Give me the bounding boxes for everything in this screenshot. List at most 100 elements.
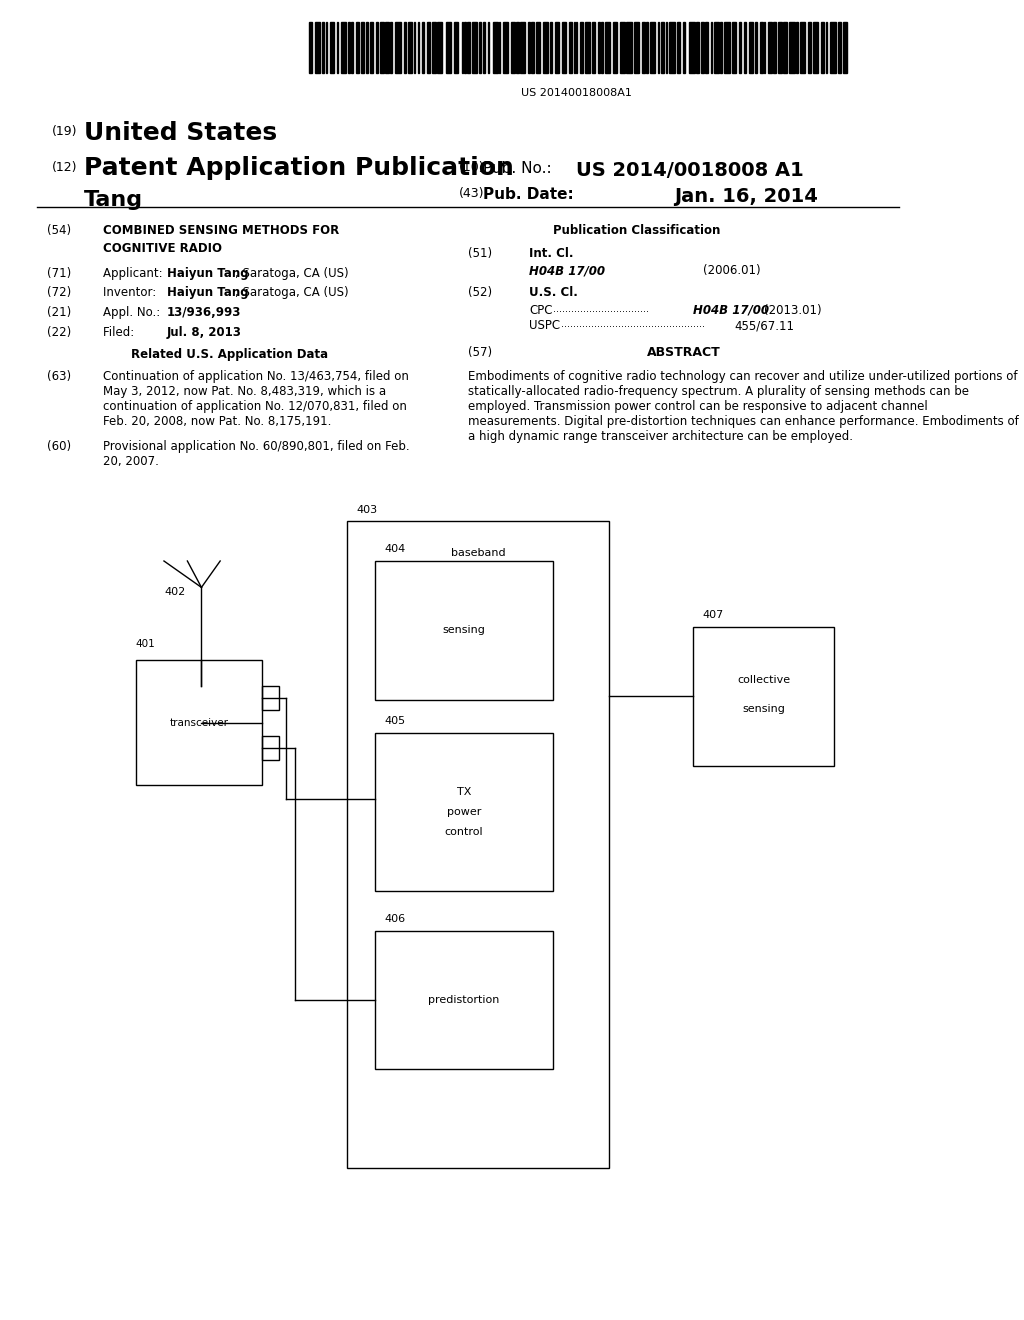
Text: Jan. 16, 2014: Jan. 16, 2014 <box>675 187 818 206</box>
Bar <box>711 22 712 73</box>
Bar <box>604 22 610 73</box>
Bar <box>592 22 595 73</box>
Bar <box>662 22 665 73</box>
Text: Haiyun Tang: Haiyun Tang <box>167 267 249 280</box>
Text: Tang: Tang <box>84 190 143 210</box>
Text: 404: 404 <box>384 544 406 554</box>
Text: 407: 407 <box>702 610 724 620</box>
Bar <box>800 22 805 73</box>
Bar <box>348 22 349 73</box>
Text: Related U.S. Application Data: Related U.S. Application Data <box>131 348 328 362</box>
Bar <box>323 22 325 73</box>
Bar <box>701 22 703 73</box>
Text: (52): (52) <box>468 286 493 300</box>
Bar <box>543 22 548 73</box>
Bar <box>760 22 763 73</box>
Bar <box>705 22 709 73</box>
Text: Provisional application No. 60/890,801, filed on Feb.
20, 2007.: Provisional application No. 60/890,801, … <box>103 440 410 467</box>
Bar <box>830 22 836 73</box>
Text: (51): (51) <box>468 247 493 260</box>
Bar <box>375 561 553 700</box>
Bar <box>601 22 603 73</box>
Text: 401: 401 <box>136 639 156 649</box>
Bar <box>467 22 470 73</box>
Bar <box>666 22 668 73</box>
Text: 455/67.11: 455/67.11 <box>734 319 795 333</box>
Bar <box>504 22 508 73</box>
Bar <box>483 22 485 73</box>
Bar <box>731 22 735 73</box>
Bar <box>351 22 353 73</box>
Text: , Saratoga, CA (US): , Saratoga, CA (US) <box>236 267 349 280</box>
Bar <box>585 22 590 73</box>
Text: Pub. No.:: Pub. No.: <box>482 161 556 176</box>
Bar <box>356 22 358 73</box>
Bar <box>330 22 334 73</box>
Text: Int. Cl.: Int. Cl. <box>529 247 573 260</box>
Text: Appl. No.:: Appl. No.: <box>103 306 168 319</box>
Bar <box>414 22 416 73</box>
Text: (10): (10) <box>459 161 484 174</box>
Bar <box>432 22 435 73</box>
Text: collective: collective <box>737 676 791 685</box>
Bar <box>621 22 625 73</box>
Bar <box>488 22 489 73</box>
Text: USPC: USPC <box>529 319 560 333</box>
Text: TX: TX <box>457 787 471 797</box>
Bar <box>395 22 400 73</box>
Bar <box>738 22 740 73</box>
Text: , Saratoga, CA (US): , Saratoga, CA (US) <box>236 286 349 300</box>
Bar <box>756 22 757 73</box>
Text: Publication Classification: Publication Classification <box>553 224 721 238</box>
Bar <box>341 22 346 73</box>
Text: (22): (22) <box>47 326 71 339</box>
Text: 405: 405 <box>384 715 406 726</box>
Bar <box>561 22 566 73</box>
Bar <box>764 22 765 73</box>
Bar <box>721 22 722 73</box>
Bar <box>408 22 412 73</box>
Bar <box>465 22 466 73</box>
Bar <box>670 22 675 73</box>
Bar <box>839 22 841 73</box>
Text: ABSTRACT: ABSTRACT <box>647 346 721 359</box>
Bar <box>381 22 384 73</box>
Text: (12): (12) <box>51 161 77 174</box>
Bar <box>262 737 280 759</box>
Bar <box>581 22 583 73</box>
Bar <box>574 22 575 73</box>
Text: US 2014/0018008 A1: US 2014/0018008 A1 <box>577 161 804 180</box>
Text: (72): (72) <box>47 286 71 300</box>
Bar <box>462 22 463 73</box>
Text: Pub. Date:: Pub. Date: <box>482 187 573 202</box>
Bar <box>773 22 776 73</box>
Bar <box>315 22 319 73</box>
Bar <box>520 22 525 73</box>
Text: Inventor:: Inventor: <box>103 286 171 300</box>
Text: (54): (54) <box>47 224 71 238</box>
Text: (71): (71) <box>47 267 71 280</box>
Text: (2006.01): (2006.01) <box>702 264 760 277</box>
Text: COGNITIVE RADIO: COGNITIVE RADIO <box>103 242 222 255</box>
Bar <box>642 22 645 73</box>
Bar <box>309 22 312 73</box>
Text: (43): (43) <box>459 187 484 201</box>
Bar <box>677 22 680 73</box>
Bar <box>577 22 578 73</box>
Text: ................................................: ........................................… <box>561 319 706 330</box>
Text: US 20140018008A1: US 20140018008A1 <box>521 88 632 99</box>
Text: H04B 17/00: H04B 17/00 <box>693 304 769 317</box>
Bar <box>783 22 787 73</box>
Bar <box>516 22 519 73</box>
Bar <box>326 22 327 73</box>
Bar <box>693 627 834 766</box>
Bar <box>136 660 262 785</box>
Bar <box>555 22 559 73</box>
Bar <box>511 22 515 73</box>
Bar <box>820 22 824 73</box>
Text: sensing: sensing <box>442 626 485 635</box>
Bar <box>843 22 847 73</box>
Text: H04B 17/00: H04B 17/00 <box>529 264 605 277</box>
Text: CPC: CPC <box>529 304 553 317</box>
Bar <box>646 22 648 73</box>
